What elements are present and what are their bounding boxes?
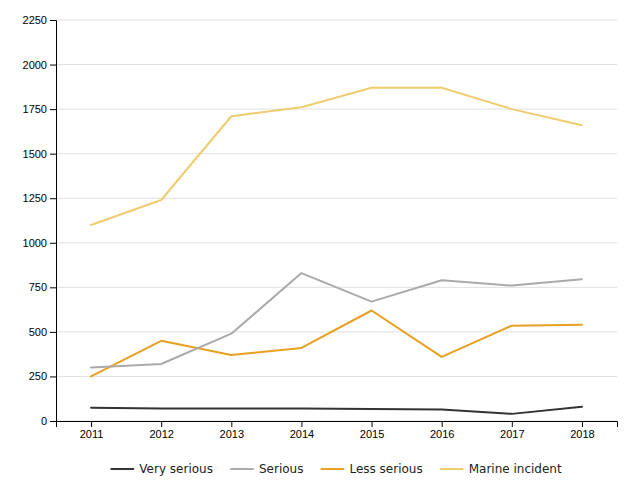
legend-entry: Less serious — [321, 462, 422, 476]
y-tick-mark — [50, 109, 56, 110]
x-tick: 2017 — [500, 421, 524, 440]
x-tick-mark — [512, 421, 513, 427]
legend-label: Marine incident — [469, 462, 562, 476]
grid-line — [56, 376, 617, 377]
chart-container: 2011 2012 2013 2014 2015 2016 2017 2018 0 250 500 7… — [0, 0, 641, 501]
x-tick: 2015 — [360, 421, 384, 440]
grid-line — [56, 20, 617, 21]
grid-line — [56, 153, 617, 154]
y-tick-label: 1250 — [23, 192, 47, 204]
grid — [56, 20, 617, 421]
legend-swatch — [321, 468, 343, 470]
legend-swatch — [111, 468, 133, 470]
y-axis: 0 250 500 750 1000 1250 1500 1750 2000 2250 — [23, 14, 57, 427]
x-axis: 2011 2012 2013 2014 2015 2016 2017 2018 — [57, 421, 618, 440]
y-tick-mark — [50, 65, 56, 66]
y-tick-mark — [50, 243, 56, 244]
y-tick: 1250 — [23, 192, 56, 204]
y-tick-mark — [50, 198, 56, 199]
x-tick-mark — [231, 421, 232, 427]
chart-svg: 2011 2012 2013 2014 2015 2016 2017 2018 0 250 500 7… — [0, 0, 641, 501]
series-line — [91, 273, 582, 367]
grid-line — [56, 64, 617, 65]
y-tick-mark — [50, 154, 56, 155]
y-tick-mark — [50, 376, 56, 377]
y-tick-mark — [50, 20, 56, 21]
y-tick: 1000 — [23, 237, 56, 249]
x-tick: 2013 — [220, 421, 244, 440]
y-tick-label: 0 — [41, 415, 47, 427]
y-tick: 0 — [41, 415, 56, 427]
x-tick-mark — [372, 421, 373, 427]
y-axis-line — [50, 21, 57, 422]
y-tick: 1750 — [23, 103, 56, 115]
x-tick: 2014 — [290, 421, 314, 440]
legend-entry: Serious — [231, 462, 303, 476]
series-line — [91, 311, 582, 377]
y-tick-label: 500 — [29, 326, 47, 338]
x-tick-mark — [161, 421, 162, 427]
x-tick-mark — [91, 421, 92, 427]
y-tick: 2250 — [23, 14, 56, 26]
plot-area: 2011 2012 2013 2014 2015 2016 2017 2018 0 250 500 7… — [23, 14, 618, 440]
lines — [91, 88, 582, 414]
x-tick-label: 2015 — [360, 428, 384, 440]
y-tick: 1500 — [23, 148, 56, 160]
y-tick-mark — [50, 421, 56, 422]
x-tick-mark — [442, 421, 443, 427]
y-tick-label: 2250 — [23, 14, 47, 26]
legend-label: Serious — [259, 462, 303, 476]
x-tick-mark — [301, 421, 302, 427]
x-tick-label: 2014 — [290, 428, 314, 440]
grid-line — [56, 331, 617, 332]
x-tick: 2016 — [430, 421, 454, 440]
x-tick-label: 2017 — [500, 428, 524, 440]
y-tick: 750 — [29, 281, 56, 293]
grid-line — [56, 198, 617, 199]
y-tick-label: 250 — [29, 370, 47, 382]
series-line — [91, 407, 582, 414]
legend-label: Less serious — [349, 462, 422, 476]
legend-label: Very serious — [139, 462, 213, 476]
legend-entry: Very serious — [111, 462, 213, 476]
legend-swatch — [231, 468, 253, 470]
grid-line — [56, 242, 617, 243]
grid-line — [56, 109, 617, 110]
x-tick: 2011 — [80, 421, 104, 440]
x-tick-label: 2016 — [430, 428, 454, 440]
y-tick-mark — [50, 287, 56, 288]
y-tick: 250 — [29, 370, 56, 382]
y-tick-label: 1750 — [23, 103, 47, 115]
legend-entry: Marine incident — [441, 462, 562, 476]
x-tick: 2018 — [570, 421, 594, 440]
y-tick: 500 — [29, 326, 56, 338]
legend-swatch — [441, 468, 463, 470]
x-tick-label: 2018 — [570, 428, 594, 440]
x-tick-label: 2013 — [220, 428, 244, 440]
y-tick-label: 1500 — [23, 148, 47, 160]
x-tick-label: 2012 — [149, 428, 173, 440]
x-tick: 2012 — [149, 421, 173, 440]
x-tick-label: 2011 — [80, 428, 104, 440]
series-line — [91, 88, 582, 225]
y-tick-mark — [50, 332, 56, 333]
x-tick-mark — [582, 421, 583, 427]
y-tick-label: 2000 — [23, 59, 47, 71]
x-axis-line — [57, 422, 618, 428]
y-tick-label: 1000 — [23, 237, 47, 249]
y-tick-label: 750 — [29, 281, 47, 293]
legend: Very serious Serious Less serious Marine in… — [111, 462, 562, 476]
y-tick: 2000 — [23, 59, 56, 71]
